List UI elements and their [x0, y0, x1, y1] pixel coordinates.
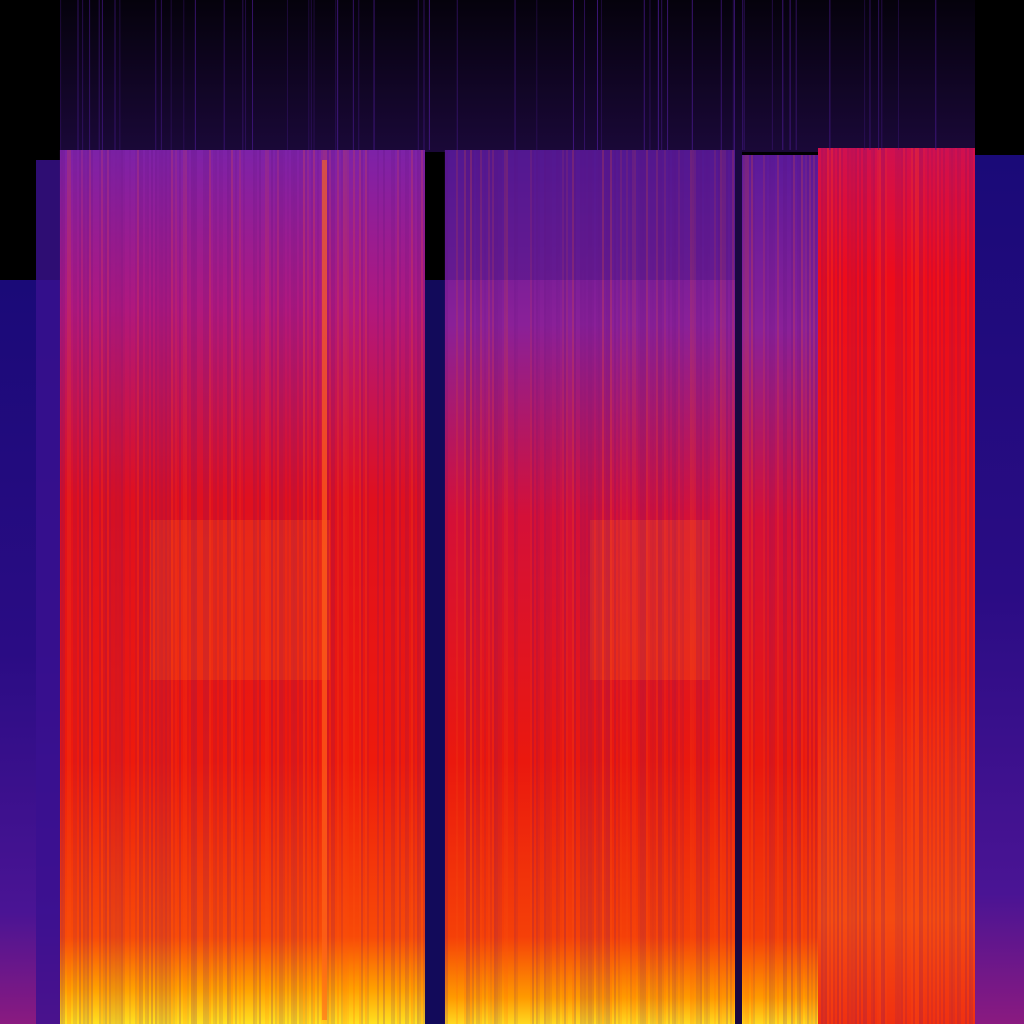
left-edge	[36, 160, 60, 1024]
top-noise	[60, 0, 975, 152]
gap	[425, 280, 445, 1024]
divider	[735, 150, 742, 1024]
mid-energy-2	[590, 520, 710, 680]
texture	[59, 0, 973, 1024]
segment-1	[60, 150, 425, 1024]
bright-line	[322, 160, 327, 1020]
segment-2-top	[445, 150, 735, 280]
segment-4	[818, 148, 975, 1024]
segment-2	[445, 150, 735, 1024]
segment-3	[742, 155, 818, 1024]
right-quiet-region	[975, 155, 1024, 1024]
mid-energy-1	[150, 520, 330, 680]
